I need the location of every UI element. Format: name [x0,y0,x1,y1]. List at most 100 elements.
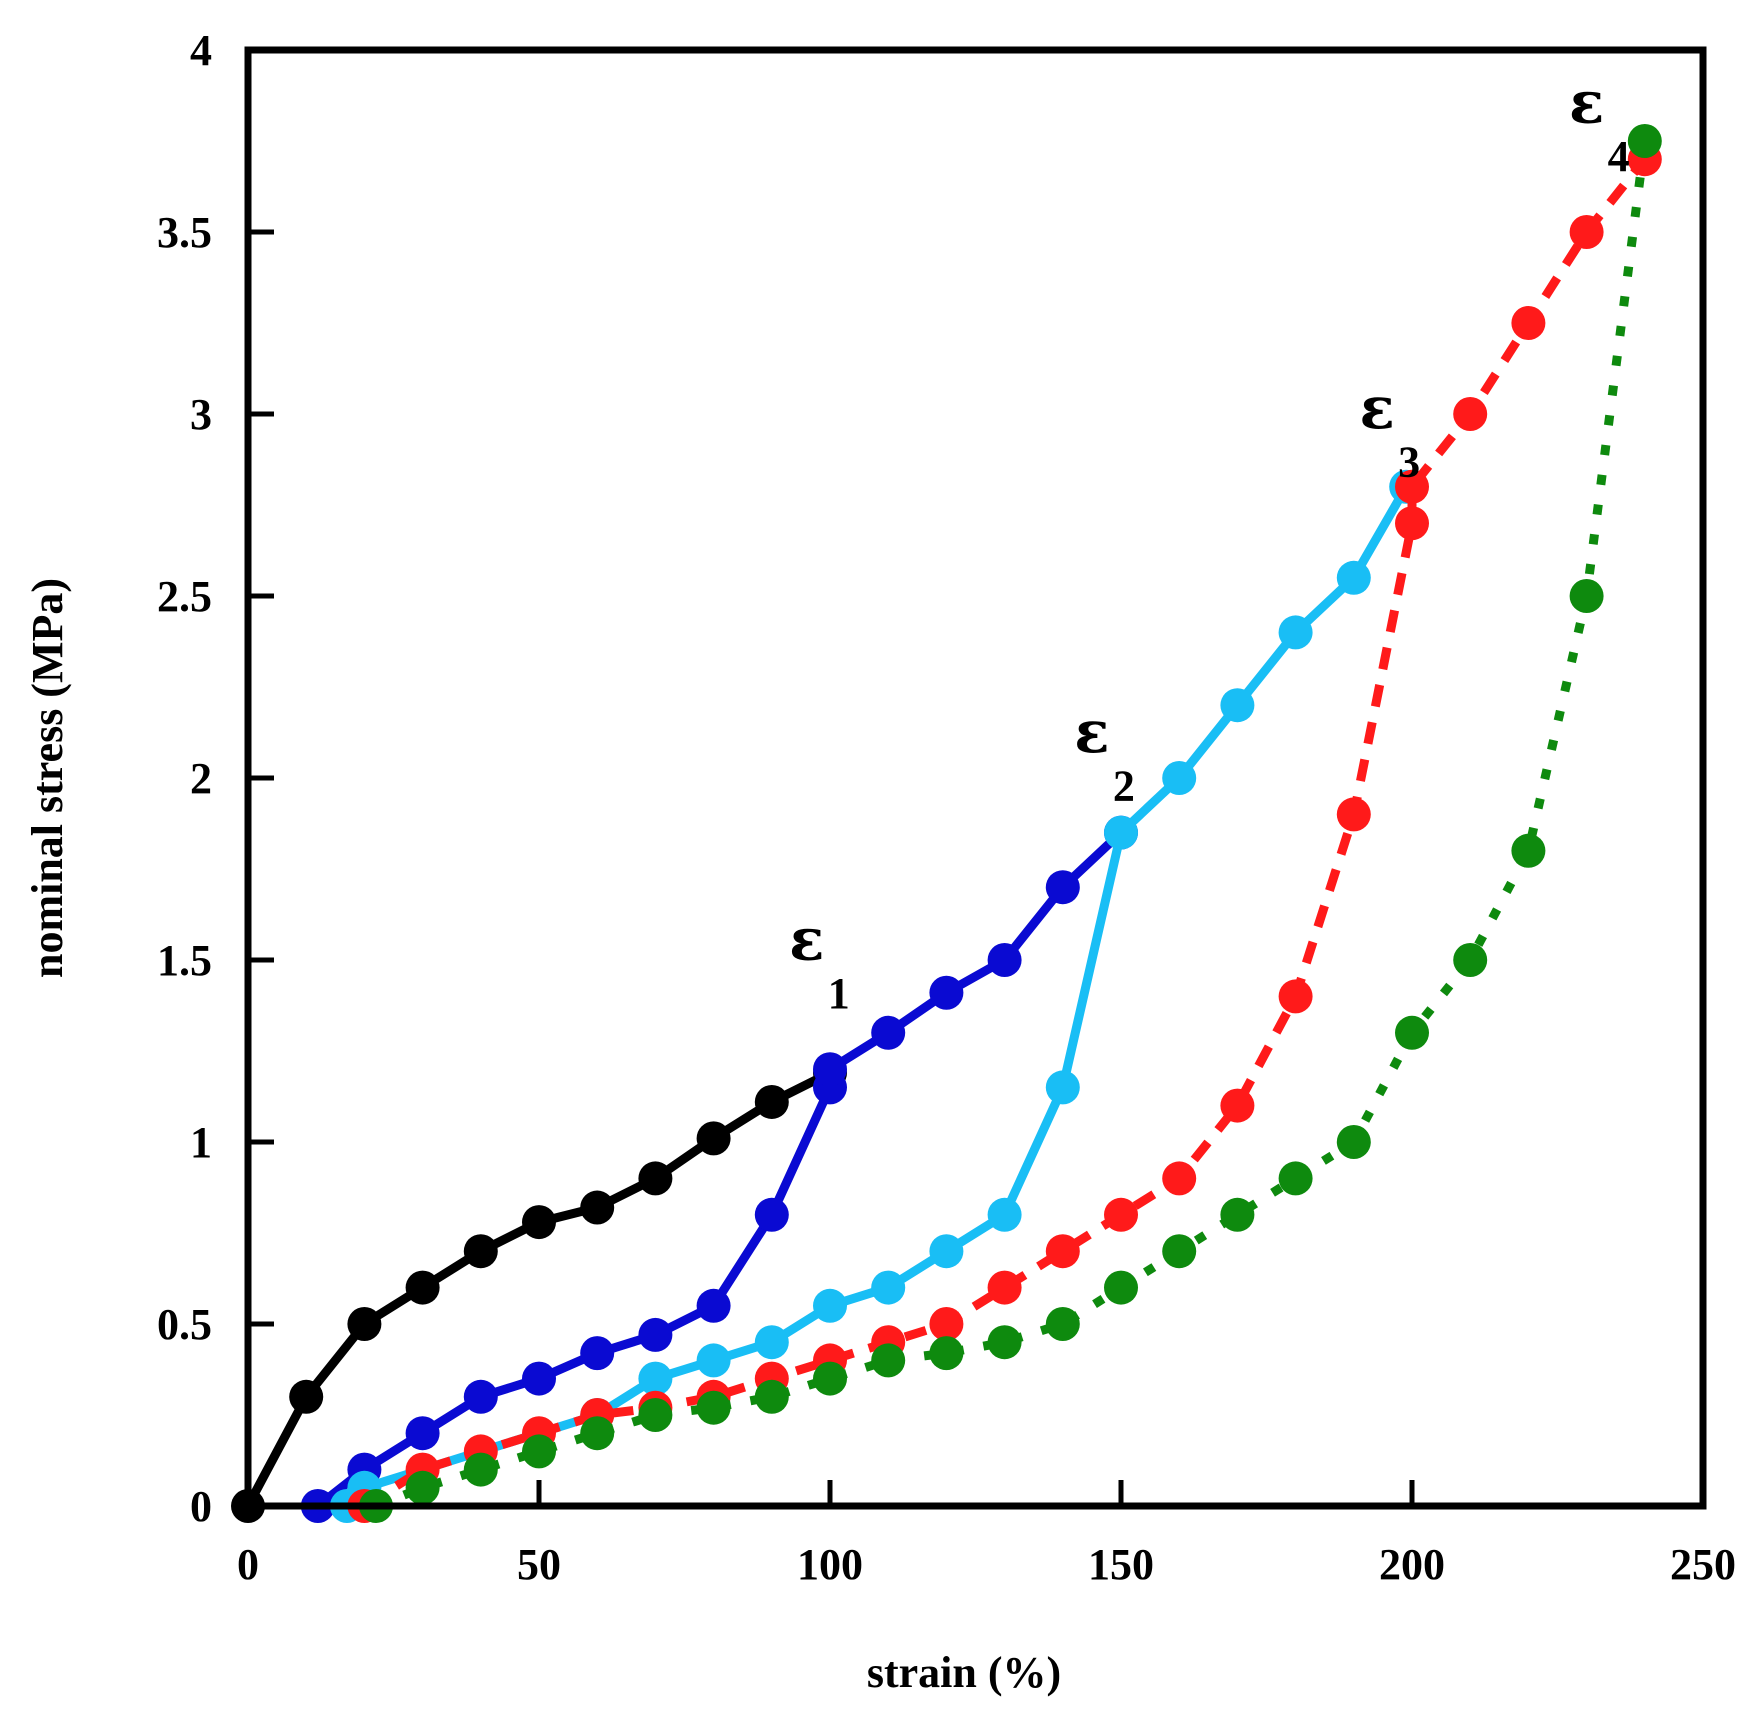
epsilon-symbol: ε [1074,699,1109,767]
data-point [289,1379,324,1414]
data-point [1336,797,1371,832]
data-point [1045,870,1080,905]
y-tick-label: 2.5 [157,572,212,621]
y-tick-label: 0.5 [157,1300,212,1349]
data-point [1336,1125,1371,1159]
ticks-layer [245,47,1706,1509]
data-point [463,1379,498,1414]
strain-label-4: ε4 [1569,69,1630,181]
series-line [374,140,1650,1511]
data-point [754,1197,789,1232]
data-point [1104,1197,1138,1232]
data-point [1511,833,1546,868]
series-4 [347,142,1662,1523]
data-point [580,1336,615,1371]
data-point [929,1307,964,1341]
series-5 [359,124,1662,1523]
data-point [1045,1234,1080,1269]
data-point [1336,560,1371,595]
y-tick-label: 2 [190,754,212,803]
data-point [1453,943,1488,977]
epsilon-symbol: ε [789,906,824,974]
data-point [1104,1270,1138,1305]
data-point [871,1270,906,1305]
y-tick-label: 0 [190,1482,212,1531]
data-point [1045,1307,1080,1341]
y-tick-label: 1 [190,1118,212,1167]
data-point [871,1343,906,1378]
x-tick-label: 100 [797,1540,863,1589]
data-point [1511,306,1546,340]
y-tick-label: 3.5 [157,208,212,257]
data-point [929,1336,964,1371]
data-point [580,1190,615,1225]
data-point [1045,1070,1080,1105]
data-point [405,1270,440,1305]
epsilon-symbol: ε [1359,375,1394,443]
strain-label-3: ε3 [1359,375,1420,487]
data-point [1453,397,1488,431]
data-point [1104,815,1138,850]
data-point [1395,1015,1429,1050]
data-point [987,943,1022,977]
data-point [813,1052,847,1087]
data-point [754,1084,789,1119]
epsilon-symbol: ε [1569,69,1604,137]
epsilon-subscript: 1 [828,969,850,1018]
data-point [463,1452,498,1487]
strain-label-1: ε1 [789,906,850,1018]
data-point [754,1379,789,1414]
epsilon-subscript: 3 [1398,438,1420,487]
data-point [987,1270,1022,1305]
data-point [580,1416,615,1451]
data-point [1395,506,1429,541]
data-point [1569,579,1604,613]
data-point [987,1197,1022,1232]
series-line [315,829,1125,1510]
x-tick-label: 200 [1379,1540,1445,1589]
data-point [696,1121,731,1156]
data-point [1569,215,1604,249]
epsilon-subscript: 2 [1113,762,1135,811]
x-tick-label: 250 [1670,1540,1736,1589]
series-1 [231,1055,847,1523]
data-point [871,1015,906,1050]
y-axis-title: nominal stress (MPa) [23,578,72,978]
data-point [1278,1161,1313,1196]
data-point [1162,1161,1197,1196]
series-3 [329,469,1424,1523]
data-point [1162,761,1197,795]
strain-label-2: ε2 [1074,699,1135,811]
plot-frame [244,46,1707,1510]
data-point [813,1361,847,1396]
y-tick-label: 4 [190,26,212,75]
data-point [929,1234,964,1269]
data-point [463,1234,498,1269]
data-point [1162,1234,1197,1269]
data-point [696,1343,731,1378]
data-point [1220,1088,1255,1123]
x-tick-label: 150 [1088,1540,1154,1589]
data-point [1278,615,1313,650]
x-tick-label: 0 [237,1540,259,1589]
data-point [987,1325,1022,1360]
data-point [1220,1197,1255,1232]
data-point [1278,979,1313,1014]
data-point [522,1205,556,1240]
data-point [696,1288,731,1323]
data-point [1220,688,1255,723]
data-point [754,1325,789,1360]
data-point [638,1398,673,1432]
x-axis-title: strain (%) [867,1648,1061,1697]
data-point [1395,469,1429,504]
data-point [405,1416,440,1451]
data-point [929,975,964,1010]
data-point [1627,124,1662,158]
data-point [696,1390,731,1425]
data-point [638,1361,673,1396]
y-tick-label: 3 [190,390,212,439]
data-point [638,1161,673,1196]
series-layer [231,124,1662,1523]
